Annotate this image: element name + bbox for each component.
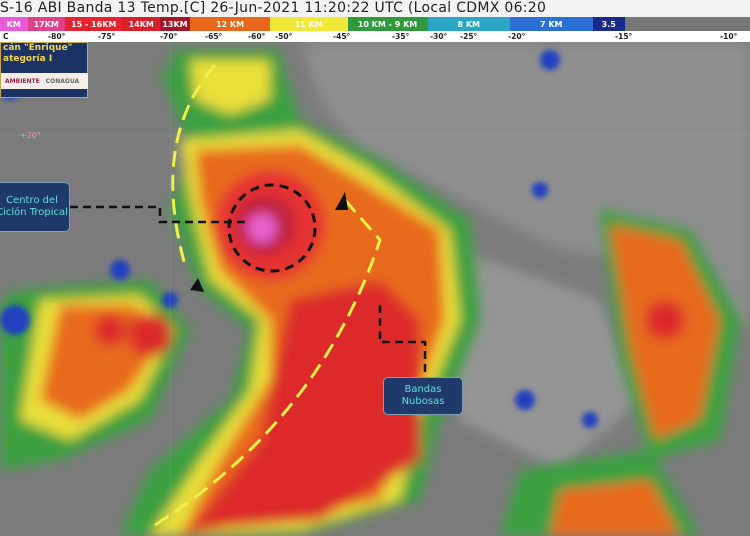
scale-segment: 15 - 16KM	[65, 17, 123, 31]
agency-logos: AMBIENTE CONAGUA	[1, 73, 88, 89]
scale-segment: 14KM	[122, 17, 160, 31]
temperature-scale: C -80° -75° -70° -65° -60° -50° -45° -35° -30° -25…	[0, 31, 750, 42]
temperature-tick: -15°	[615, 32, 633, 41]
cloud-bands-label: Bandas Nubosas	[383, 377, 463, 415]
hurricane-info-box: cán "Enrique" ategoría I AMBIENTE CONAGU…	[0, 42, 88, 98]
scale-segment: 10 KM - 9 KM	[347, 17, 428, 31]
latitude-label: +20°	[20, 131, 41, 140]
temperature-tick: -80°	[48, 32, 66, 41]
temperature-tick: -60°	[248, 32, 266, 41]
temperature-tick: -70°	[160, 32, 178, 41]
temperature-tick: -50°	[275, 32, 293, 41]
spiral-arrow-west	[171, 64, 217, 266]
temperature-tick: -30°	[430, 32, 448, 41]
scale-segment: 11 KM	[270, 17, 348, 31]
scale-segment: 3.5	[592, 17, 625, 31]
semarnat-logo: AMBIENTE	[5, 77, 40, 85]
temperature-tick: -25°	[460, 32, 478, 41]
temperature-tick: C	[3, 32, 9, 41]
cyclone-center-circle	[227, 183, 317, 273]
scale-segment: 13KM	[160, 17, 190, 31]
temperature-tick: -20°	[508, 32, 526, 41]
pointer-line-center	[70, 205, 250, 224]
temperature-tick: -10°	[720, 32, 738, 41]
temperature-tick: -65°	[205, 32, 223, 41]
hurricane-category: ategoría I	[3, 54, 53, 64]
scale-segment: 12 KM	[190, 17, 270, 31]
conagua-logo: CONAGUA	[45, 77, 80, 85]
temperature-tick: -45°	[333, 32, 351, 41]
pointer-line-bands	[378, 305, 427, 372]
temperature-tick: -35°	[392, 32, 410, 41]
color-scale: KM 17KM 15 - 16KM 14KM 13KM 12 KM 11 KM 10 KM -…	[0, 17, 750, 31]
scale-segment: 17KM	[27, 17, 65, 31]
hurricane-name: cán "Enrique"	[3, 43, 73, 53]
scale-segment: 7 KM	[510, 17, 593, 31]
arrowhead-north	[335, 192, 348, 210]
cyclone-center-label: Centro del Ciclón Tropical	[0, 182, 70, 232]
spiral-arrow-band	[154, 199, 382, 527]
scale-segment: KM	[0, 17, 28, 31]
arrowhead-west	[190, 278, 204, 292]
scale-segment: 8 KM	[427, 17, 510, 31]
image-title: S-16 ABI Banda 13 Temp.[C] 26-Jun-2021 1…	[0, 0, 750, 17]
satellite-map	[0, 42, 750, 536]
temperature-tick: -75°	[98, 32, 116, 41]
